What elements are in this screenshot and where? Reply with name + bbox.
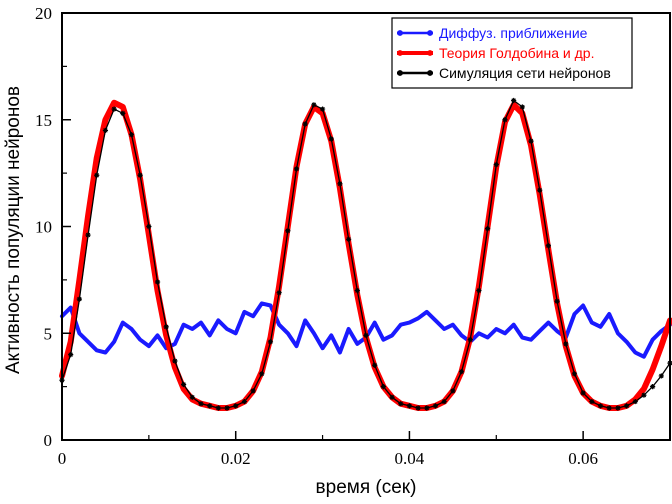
series-point-3 <box>458 369 465 375</box>
y-tick-label: 15 <box>35 111 52 130</box>
series-point-3 <box>424 405 430 411</box>
series-point-3 <box>641 392 647 398</box>
series-point-3 <box>68 352 74 358</box>
series-point-3 <box>554 298 560 304</box>
series-point-3 <box>328 136 334 142</box>
series-point-3 <box>519 104 525 110</box>
series-point-3 <box>493 161 499 168</box>
series-point-3 <box>102 127 109 134</box>
series-point-3 <box>120 110 126 116</box>
series-point-3 <box>293 166 300 172</box>
series-point-3 <box>163 324 169 330</box>
y-tick-label: 20 <box>35 4 52 23</box>
series-point-3 <box>476 287 482 294</box>
series-point-3 <box>224 405 230 411</box>
series-point-3 <box>215 405 221 411</box>
series-point-3 <box>285 228 291 234</box>
x-axis-title: время (сек) <box>316 477 417 498</box>
y-axis-title: Активность популяции нейронов <box>3 86 24 374</box>
legend-marker <box>427 30 433 36</box>
series-point-3 <box>207 403 213 409</box>
series-point-3 <box>354 287 360 294</box>
series-point-3 <box>363 332 369 338</box>
series-point-3 <box>450 388 456 394</box>
series-point-3 <box>502 117 508 123</box>
x-tick-label: 0.02 <box>221 449 251 468</box>
y-axis-ticks: 0 5 10 15 20 <box>35 4 71 450</box>
series-point-3 <box>511 97 517 104</box>
series-point-3 <box>311 102 317 108</box>
series-point-3 <box>302 121 308 127</box>
series-point-3 <box>154 279 161 285</box>
x-tick-label: 0 <box>58 449 67 468</box>
series-point-3 <box>606 405 612 411</box>
series-layer <box>59 97 672 411</box>
series-point-3 <box>85 232 91 238</box>
x-tick-label: 0.06 <box>568 449 598 468</box>
series-point-3 <box>250 388 256 394</box>
series-point-3 <box>545 243 551 249</box>
series-point-3 <box>615 405 621 411</box>
series-point-3 <box>233 403 239 409</box>
legend-label-3: Симуляция сети нейронов <box>439 65 611 81</box>
series-point-3 <box>319 106 326 112</box>
legend-label-1: Диффуз. приближение <box>439 25 588 41</box>
series-point-3 <box>241 398 247 405</box>
legend-marker <box>397 70 403 76</box>
series-point-3 <box>441 398 447 405</box>
y-tick-label: 10 <box>35 218 52 237</box>
series-point-3 <box>563 341 569 347</box>
series-point-3 <box>467 337 473 343</box>
series-point-3 <box>276 290 282 296</box>
series-point-3 <box>137 172 143 178</box>
series-point-3 <box>650 384 656 390</box>
series-point-3 <box>597 403 604 409</box>
series-point-3 <box>372 362 378 368</box>
series-point-3 <box>346 236 352 242</box>
series-point-3 <box>259 371 265 377</box>
legend-marker <box>427 70 433 76</box>
series-point-3 <box>198 401 204 407</box>
series-point-3 <box>146 223 152 230</box>
series-point-3 <box>128 132 135 138</box>
series-point-3 <box>94 172 100 178</box>
series-point-3 <box>589 398 595 405</box>
series-point-3 <box>406 403 413 409</box>
series-point-3 <box>389 394 395 400</box>
series-point-3 <box>571 371 578 377</box>
y-tick-label: 5 <box>44 324 53 343</box>
series-point-3 <box>76 296 82 302</box>
y-tick-label: 0 <box>44 431 53 450</box>
series-point-3 <box>528 138 534 144</box>
series-point-3 <box>632 398 638 405</box>
legend-label-2: Теория Голдобина и др. <box>439 45 594 61</box>
series-point-3 <box>623 403 630 409</box>
series-point-3 <box>485 226 491 232</box>
series-point-3 <box>537 187 543 193</box>
x-tick-label: 0.04 <box>395 449 425 468</box>
legend-marker <box>397 30 403 36</box>
series-point-3 <box>398 401 404 407</box>
series-point-3 <box>415 405 421 411</box>
series-point-3 <box>172 358 178 364</box>
series-point-3 <box>658 373 664 379</box>
series-point-3 <box>432 403 439 409</box>
series-point-3 <box>267 339 274 345</box>
series-point-3 <box>111 106 117 112</box>
legend-marker <box>427 50 433 56</box>
legend-marker <box>397 50 403 56</box>
series-point-3 <box>189 394 195 400</box>
series-point-3 <box>337 181 343 187</box>
legend: Диффуз. приближение Теория Голдобина и др… <box>391 17 633 89</box>
series-point-3 <box>580 390 586 396</box>
series-point-3 <box>380 384 386 390</box>
series-point-3 <box>181 381 187 388</box>
x-axis-ticks: 0 0.02 0.04 0.06 <box>58 431 598 468</box>
